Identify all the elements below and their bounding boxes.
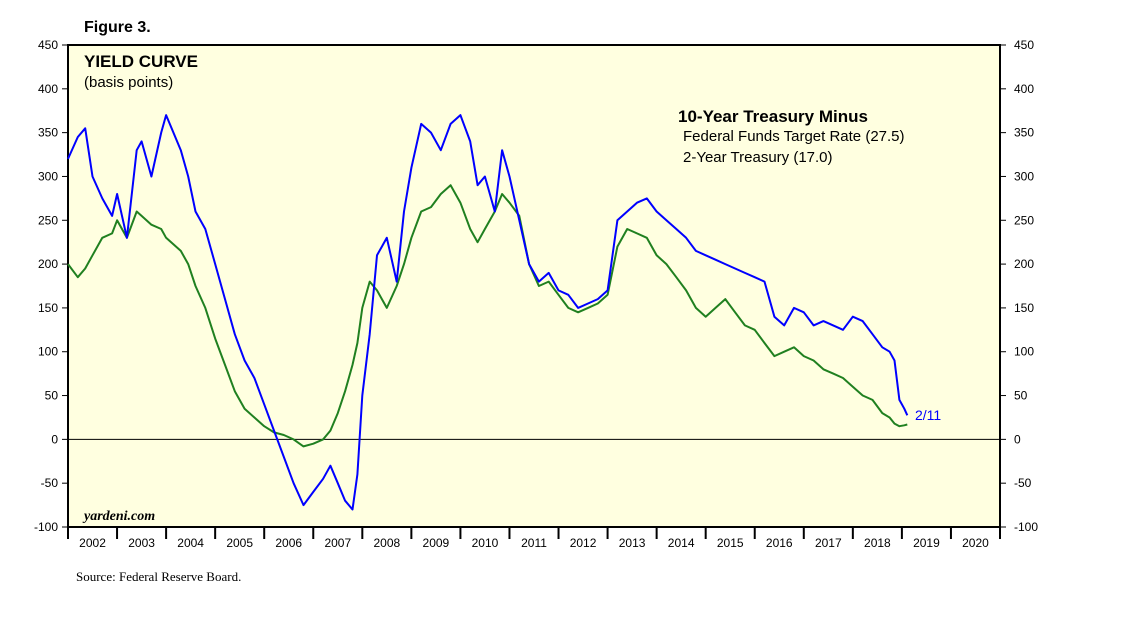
x-tick-label: 2011 <box>521 536 547 550</box>
series-line-fed-funds <box>67 114 909 511</box>
y-tick-right-label: 450 <box>1014 38 1034 52</box>
x-tick-label: 2020 <box>962 536 989 550</box>
y-tick-left-label: 0 <box>51 432 58 446</box>
x-tick-label: 2010 <box>472 536 499 550</box>
y-tick-right-label: 300 <box>1014 169 1034 183</box>
y-tick-left-label: 350 <box>38 126 58 140</box>
source-note: Source: Federal Reserve Board. <box>76 569 241 584</box>
y-tick-left-label: 150 <box>38 301 58 315</box>
x-tick-label: 2018 <box>864 536 891 550</box>
y-tick-right-label: 100 <box>1014 345 1034 359</box>
y-tick-right-label: 150 <box>1014 301 1034 315</box>
y-tick-right-label: -50 <box>1014 476 1032 490</box>
legend-heading: 10-Year Treasury Minus <box>678 107 868 126</box>
x-axis: 2002 2003 2004 2005 2006 2007 2008 2009 2010 2011… <box>67 527 1001 550</box>
figure-label: Figure 3. <box>84 19 151 36</box>
y-tick-right-label: -100 <box>1014 520 1038 534</box>
series-line-two-year <box>67 184 908 448</box>
x-tick-label: 2006 <box>275 536 302 550</box>
legend-item-two-year: 2-Year Treasury (17.0) <box>683 149 833 166</box>
chart-subtitle: (basis points) <box>84 74 173 91</box>
y-tick-left-label: 200 <box>38 257 58 271</box>
y-tick-left-label: -100 <box>34 520 58 534</box>
x-tick-label: 2008 <box>373 536 400 550</box>
plot-area <box>67 44 1001 528</box>
x-tick-label: 2015 <box>717 536 744 550</box>
series-layer <box>67 114 909 511</box>
y-tick-left-label: 50 <box>45 389 59 403</box>
x-tick-label: 2012 <box>570 536 597 550</box>
x-tick-label: 2016 <box>766 536 793 550</box>
y-tick-right-label: 400 <box>1014 82 1034 96</box>
end-date-label: 2/11 <box>915 407 941 423</box>
y-tick-left-label: 450 <box>38 38 58 52</box>
y-tick-right-label: 0 <box>1014 432 1021 446</box>
x-tick-label: 2019 <box>913 536 940 550</box>
y-tick-right-label: 50 <box>1014 389 1028 403</box>
x-tick-label: 2007 <box>324 536 351 550</box>
y-axis-right: -100 -50 0 50 100 150 200 250 300 350 400 450 <box>1000 38 1038 534</box>
x-tick-label: 2009 <box>423 536 450 550</box>
x-tick-label: 2005 <box>226 536 253 550</box>
y-axis-left: -100 -50 0 50 100 150 200 250 300 350 400 450 <box>34 38 68 534</box>
watermark: yardeni.com <box>82 509 155 524</box>
y-tick-left-label: 250 <box>38 213 58 227</box>
y-tick-left-label: 300 <box>38 169 58 183</box>
x-tick-label: 2004 <box>177 536 204 550</box>
x-tick-label: 2003 <box>128 536 155 550</box>
chart-title: YIELD CURVE <box>84 52 198 71</box>
x-tick-label: 2017 <box>815 536 842 550</box>
legend-item-fed-funds: Federal Funds Target Rate (27.5) <box>683 128 905 145</box>
y-tick-right-label: 200 <box>1014 257 1034 271</box>
y-tick-left-label: -50 <box>41 476 59 490</box>
y-tick-left-label: 100 <box>38 345 58 359</box>
x-tick-label: 2013 <box>619 536 646 550</box>
x-tick-label: 2014 <box>668 536 695 550</box>
y-tick-right-label: 250 <box>1014 213 1034 227</box>
x-tick-label: 2002 <box>79 536 106 550</box>
y-tick-right-label: 350 <box>1014 126 1034 140</box>
y-tick-left-label: 400 <box>38 82 58 96</box>
